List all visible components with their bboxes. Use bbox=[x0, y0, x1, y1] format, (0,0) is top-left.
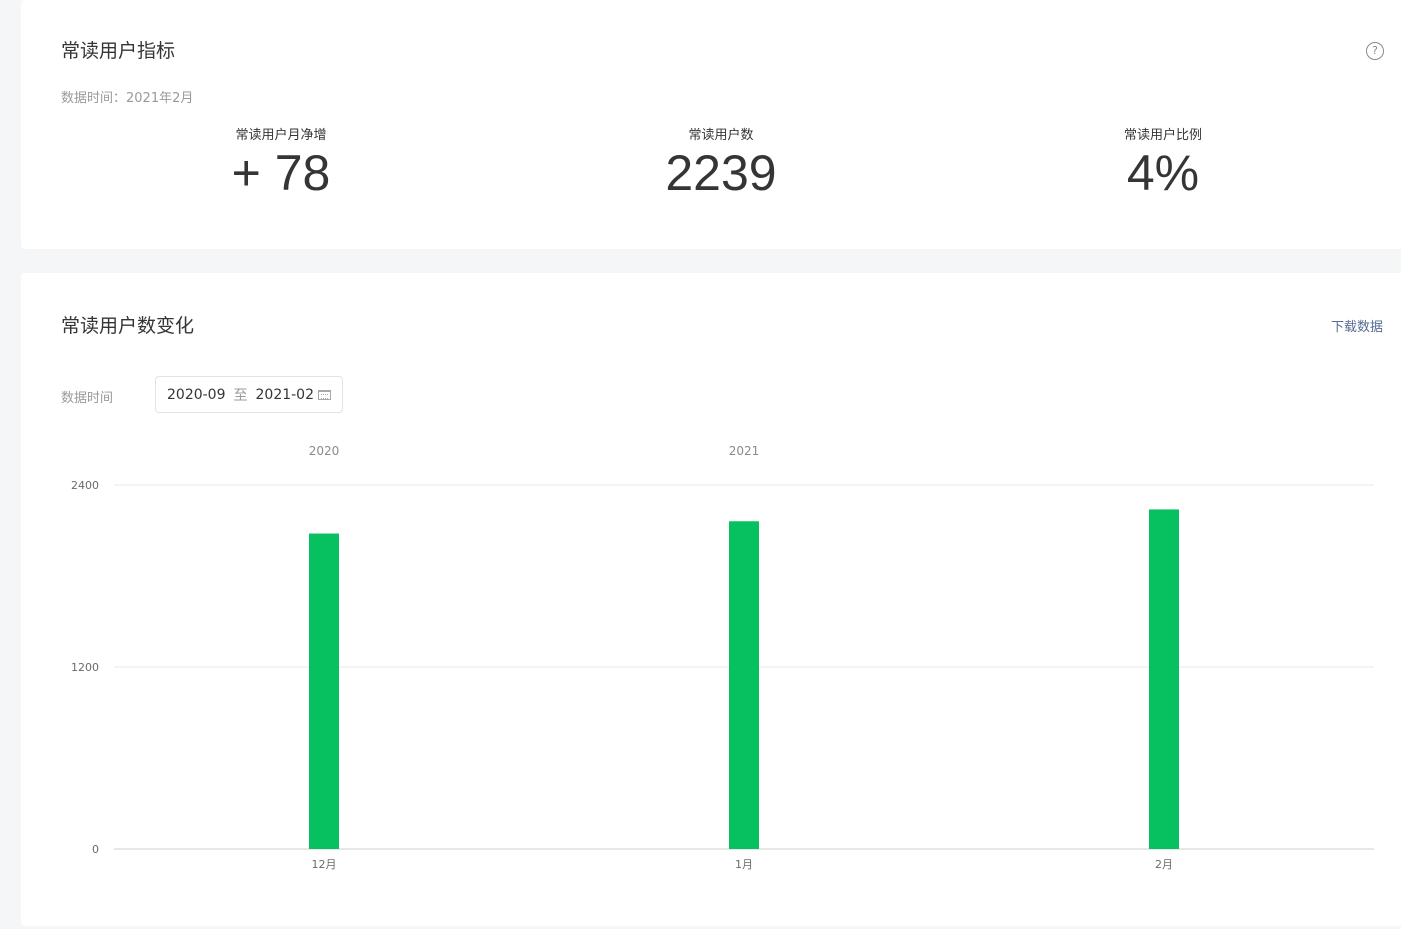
x-tick-label: 2月 bbox=[1155, 858, 1173, 871]
metric-value: 4% bbox=[1126, 145, 1200, 201]
metrics-card: 常读用户指标 ? 数据时间：2021年2月 常读用户月净增 + 78 常读用户数… bbox=[21, 0, 1401, 249]
metric-value: + 78 bbox=[231, 145, 331, 201]
y-tick-label: 0 bbox=[92, 843, 99, 856]
help-icon[interactable]: ? bbox=[1366, 42, 1384, 60]
x-tick-label: 12月 bbox=[312, 858, 337, 871]
metric-label: 常读用户比例 bbox=[1123, 128, 1202, 143]
bar-2 bbox=[729, 521, 759, 849]
range-end: 2021-02 bbox=[255, 386, 315, 403]
year-label: 2020 bbox=[309, 444, 340, 458]
x-tick-label: 1月 bbox=[735, 858, 753, 871]
metric-reader-ratio: 常读用户比例 4% bbox=[1033, 124, 1293, 201]
trend-card: 常读用户数变化 下载数据 数据时间 2020-09 至 2021-02 0 120… bbox=[21, 273, 1401, 926]
date-range-picker[interactable]: 2020-09 至 2021-02 bbox=[155, 376, 343, 413]
metrics-card-title: 常读用户指标 bbox=[61, 40, 176, 62]
calendar-icon bbox=[318, 390, 331, 400]
range-start: 2020-09 bbox=[167, 386, 226, 403]
bar-3 bbox=[1149, 509, 1179, 849]
metric-value: 2239 bbox=[665, 145, 777, 201]
reader-count-chart: 0 1200 2400 12月 1月 2月 2020 2021 bbox=[71, 444, 1374, 871]
year-label: 2021 bbox=[729, 444, 760, 458]
metric-label: 常读用户数 bbox=[688, 128, 754, 143]
y-tick-label: 2400 bbox=[71, 479, 99, 492]
trend-card-title: 常读用户数变化 bbox=[61, 315, 195, 337]
metric-net-increase: 常读用户月净增 + 78 bbox=[151, 124, 411, 201]
metric-reader-count: 常读用户数 2239 bbox=[591, 124, 851, 201]
y-tick-label: 1200 bbox=[71, 661, 99, 674]
date-range-label: 数据时间 bbox=[61, 391, 114, 406]
metric-label: 常读用户月净增 bbox=[235, 128, 327, 143]
range-separator: 至 bbox=[233, 387, 248, 404]
data-time-label: 数据时间：2021年2月 bbox=[61, 91, 194, 106]
download-data-link[interactable]: 下载数据 bbox=[1330, 320, 1383, 335]
bar-1 bbox=[309, 533, 339, 849]
